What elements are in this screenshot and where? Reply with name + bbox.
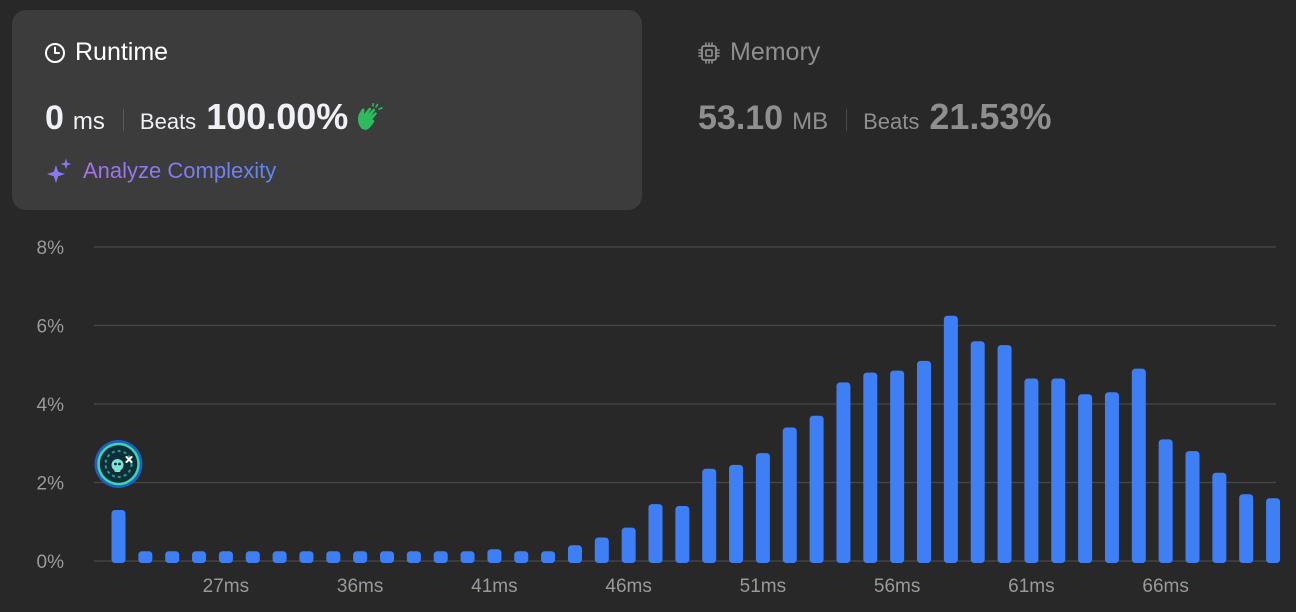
- x-tick-label: 61ms: [1008, 576, 1054, 597]
- chart-bar[interactable]: [917, 360, 931, 563]
- runtime-metric: 0 ms Beats 100.00%: [45, 96, 384, 138]
- chart-bar[interactable]: [218, 551, 233, 563]
- y-tick-label: 6%: [37, 317, 65, 338]
- chart-bar[interactable]: [541, 551, 556, 563]
- chart-bar[interactable]: [1266, 498, 1281, 563]
- chart-bar[interactable]: [1104, 392, 1119, 563]
- runtime-title[interactable]: Runtime: [44, 38, 168, 67]
- analyze-complexity-button[interactable]: Analyze Complexity: [45, 157, 276, 185]
- chart-bar[interactable]: [755, 453, 770, 563]
- chart-bar[interactable]: [487, 549, 502, 563]
- chart-bar[interactable]: [165, 551, 180, 563]
- chart-bar[interactable]: [1239, 494, 1254, 563]
- chart-bar[interactable]: [299, 551, 314, 563]
- runtime-card[interactable]: Runtime 0 ms Beats 100.00% Analyze Compl…: [12, 10, 642, 210]
- chart-bar[interactable]: [1131, 368, 1146, 563]
- memory-metric: 53.10 MB Beats 21.53%: [698, 96, 1051, 138]
- chart-bar[interactable]: [1212, 472, 1227, 563]
- x-tick-label: 27ms: [203, 576, 249, 597]
- chart-bar[interactable]: [353, 551, 368, 563]
- chart-bar[interactable]: [192, 551, 207, 563]
- memory-beats-label: Beats: [863, 109, 920, 134]
- chart-bar[interactable]: [272, 551, 287, 563]
- chart-bar[interactable]: [245, 551, 260, 563]
- chart-bar[interactable]: [702, 468, 717, 563]
- runtime-beats-label: Beats: [139, 109, 197, 134]
- runtime-distribution-chart: 0% 2% 4% 6% 8% 27ms 36ms 41ms 46ms 51ms 56ms 61ms 66…: [37, 238, 1281, 597]
- runtime-beats-value: 100.00%: [206, 96, 349, 137]
- memory-value: 53.10: [698, 99, 784, 137]
- chart-bar[interactable]: [970, 341, 985, 563]
- runtime-value: 0: [45, 99, 64, 137]
- chart-bar[interactable]: [111, 509, 126, 563]
- chart-bar[interactable]: [1078, 394, 1093, 563]
- user-avatar-icon: [94, 440, 143, 488]
- chart-bar[interactable]: [997, 345, 1012, 563]
- memory-title[interactable]: Memory: [697, 38, 820, 67]
- chart-bar[interactable]: [1185, 451, 1200, 563]
- chart-bar[interactable]: [836, 382, 851, 563]
- chart-bar[interactable]: [460, 551, 475, 563]
- chart-bar[interactable]: [648, 504, 663, 563]
- chart-bar[interactable]: [380, 551, 394, 563]
- divider: [846, 109, 848, 131]
- chart-bar[interactable]: [809, 415, 824, 563]
- chart-bar[interactable]: [594, 537, 609, 563]
- chart-bar[interactable]: [943, 315, 958, 563]
- chart-bar[interactable]: [514, 551, 529, 563]
- x-tick-label: 51ms: [740, 576, 786, 597]
- chart-bar[interactable]: [433, 551, 448, 563]
- runtime-unit: ms: [72, 108, 105, 135]
- chart-bar[interactable]: [1051, 378, 1066, 563]
- x-tick-label: 36ms: [337, 576, 383, 597]
- divider: [122, 109, 124, 131]
- chip-icon: [698, 41, 720, 64]
- y-tick-label: 2%: [37, 474, 65, 495]
- chart-bar[interactable]: [138, 551, 153, 563]
- chart-bar[interactable]: [782, 427, 797, 563]
- x-tick-label: 56ms: [874, 576, 920, 597]
- y-tick-label: 8%: [37, 238, 65, 259]
- chart-bar[interactable]: [1024, 378, 1039, 563]
- x-tick-label: 66ms: [1142, 576, 1188, 597]
- chart-bar[interactable]: [890, 370, 905, 563]
- y-tick-label: 4%: [37, 395, 65, 416]
- y-tick-label: 0%: [37, 552, 65, 573]
- memory-beats-value: 21.53%: [929, 96, 1052, 137]
- memory-title-label: Memory: [730, 38, 821, 66]
- chart-bar[interactable]: [567, 545, 582, 563]
- chart-bar[interactable]: [406, 551, 421, 563]
- chart-bar[interactable]: [729, 464, 744, 563]
- x-tick-label: 46ms: [605, 576, 651, 597]
- x-tick-label: 41ms: [471, 576, 517, 597]
- chart-bar[interactable]: [1158, 439, 1173, 563]
- chart-bar[interactable]: [675, 506, 690, 563]
- clock-icon: [45, 42, 65, 63]
- memory-unit: MB: [792, 108, 829, 135]
- chart-bar[interactable]: [326, 551, 341, 563]
- chart-bar[interactable]: [621, 527, 636, 563]
- analyze-complexity-label: Analyze Complexity: [83, 158, 277, 183]
- chart-bar[interactable]: [863, 372, 878, 563]
- runtime-title-label: Runtime: [75, 38, 169, 66]
- sparkle-icon: [47, 158, 72, 183]
- clapping-hands-icon: [358, 103, 384, 130]
